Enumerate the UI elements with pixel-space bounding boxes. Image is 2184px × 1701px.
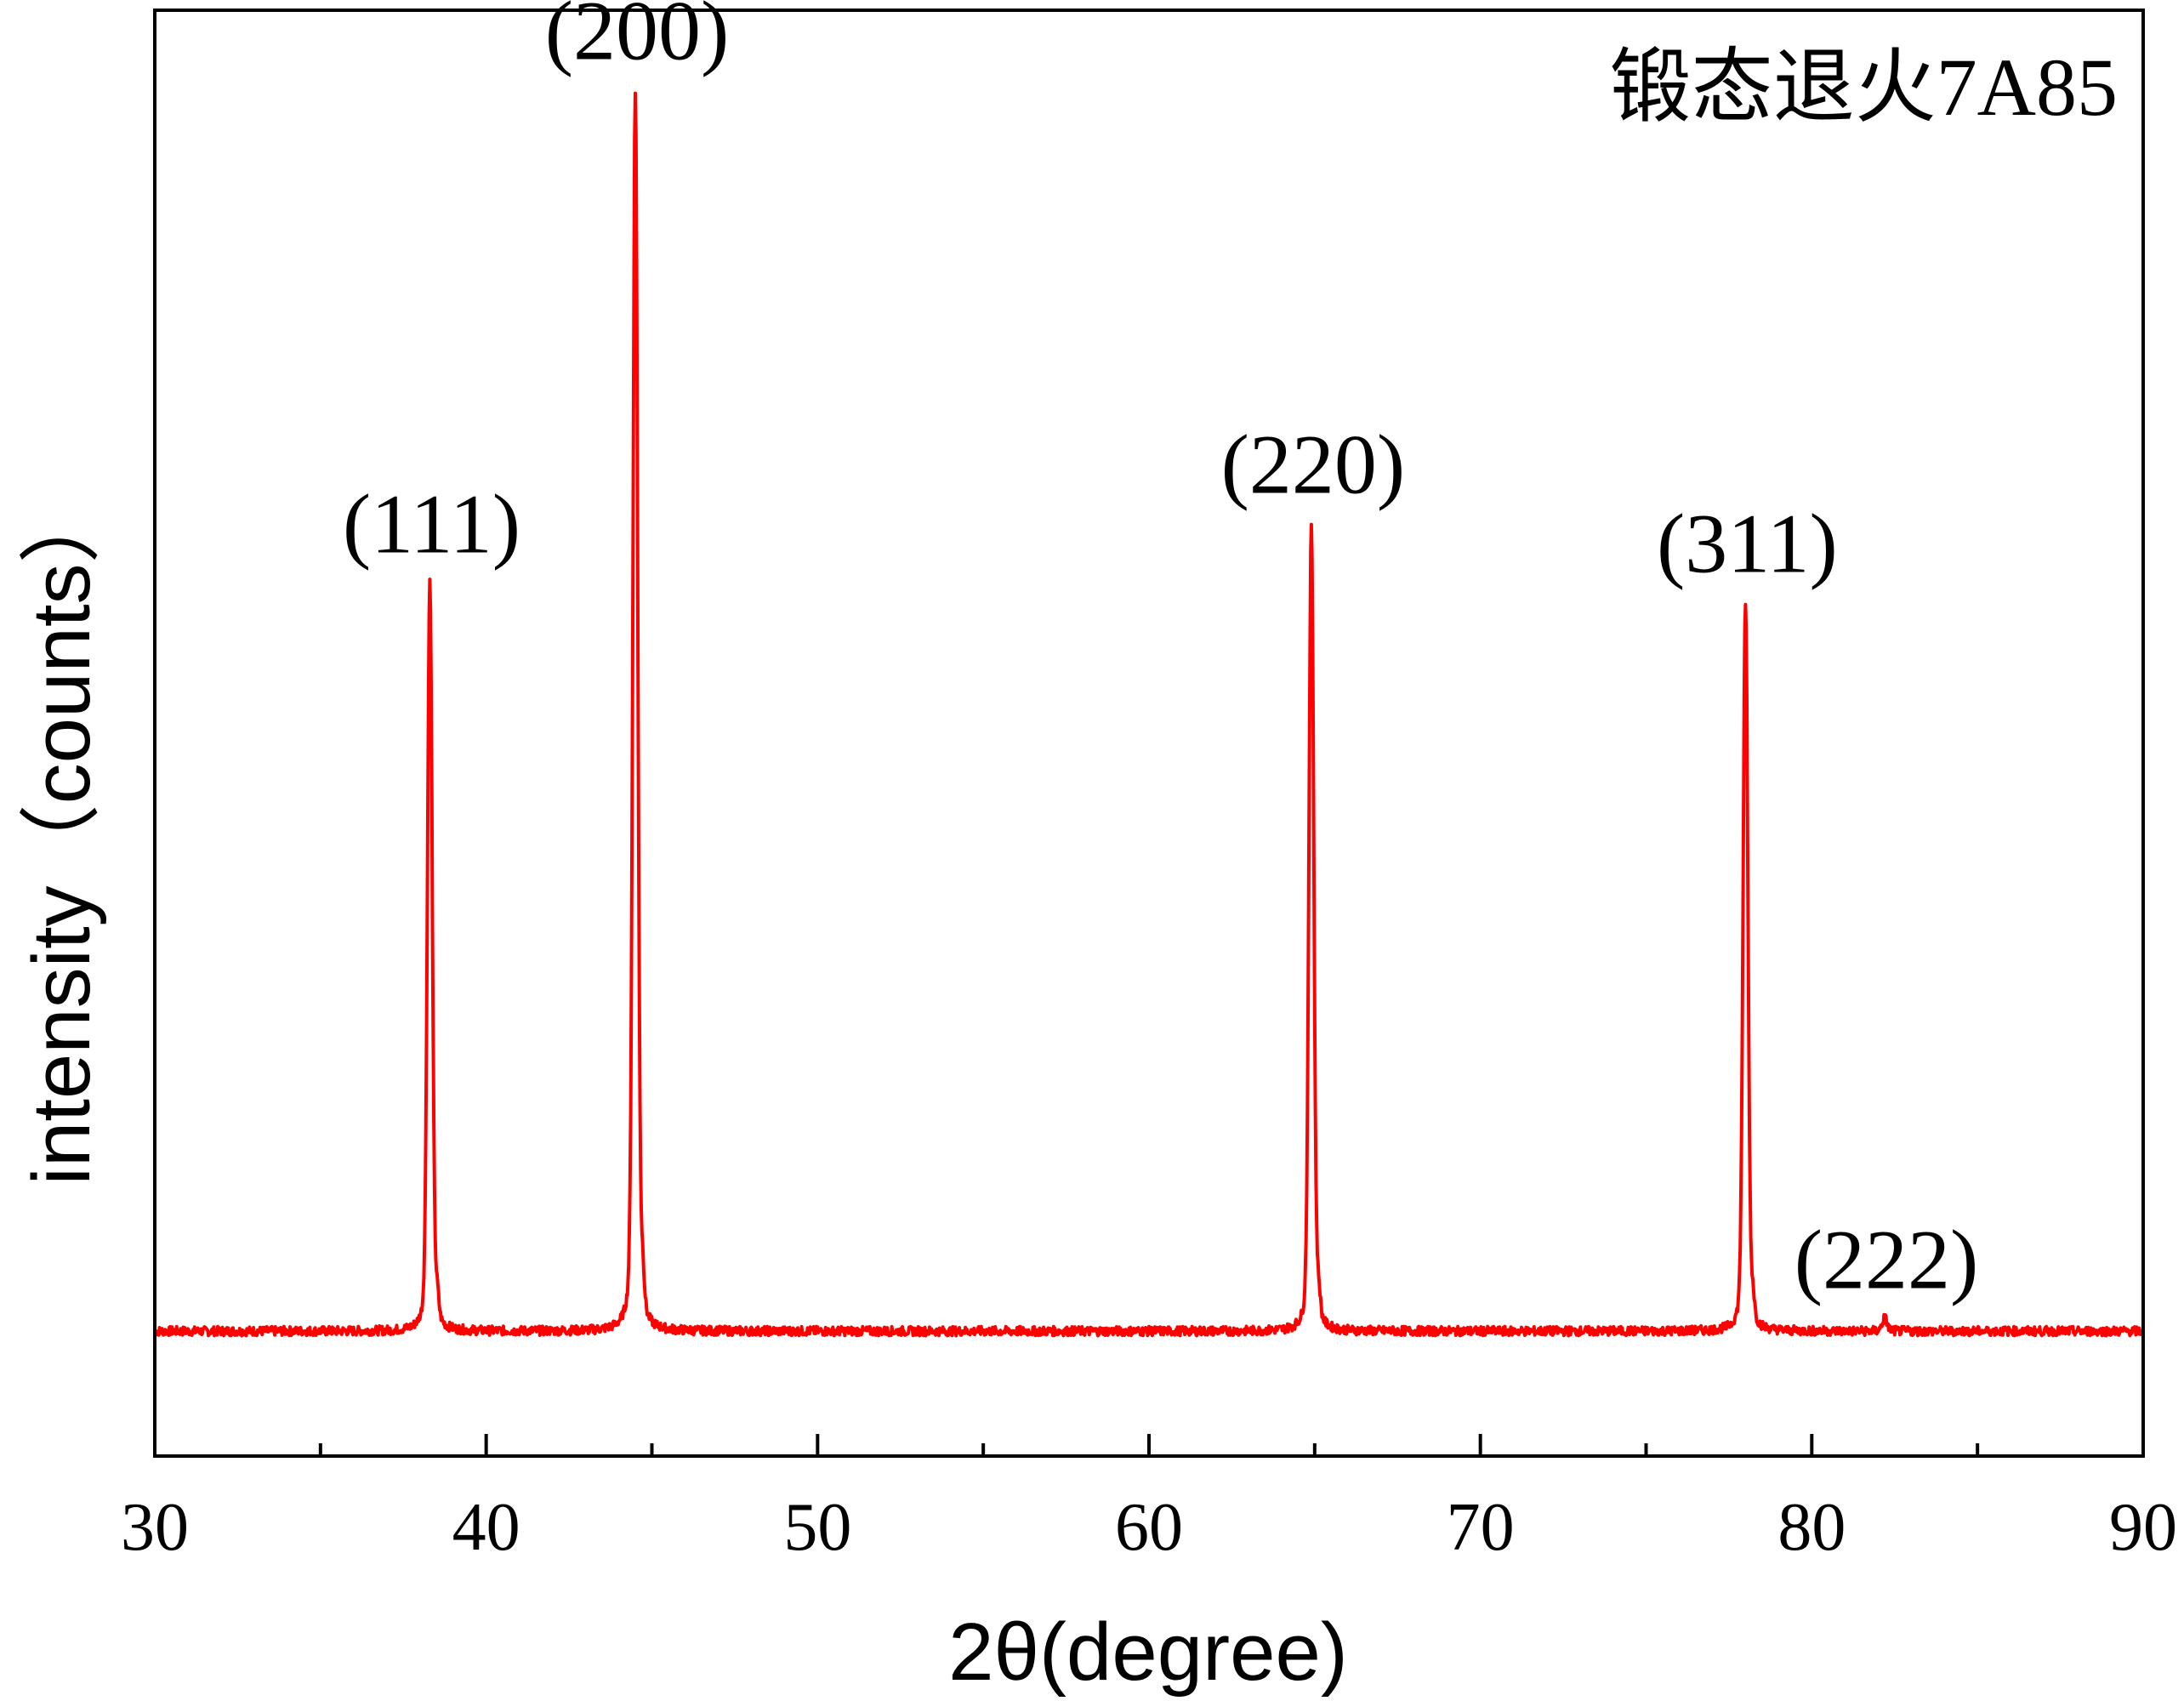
peak-label: (111) xyxy=(343,476,520,571)
peak-label: (222) xyxy=(1794,1213,1979,1307)
peak-label: (311) xyxy=(1657,496,1838,590)
x-tick-label: 40 xyxy=(452,1490,520,1565)
x-tick-label: 80 xyxy=(1777,1490,1846,1565)
x-axis-title: 2θ(degree) xyxy=(948,1607,1348,1697)
x-tick-label: 60 xyxy=(1115,1490,1183,1565)
sample-label: 锻态退火7A85 xyxy=(1610,42,2118,133)
plot-area xyxy=(155,10,2143,1456)
peak-label: (220) xyxy=(1221,418,1406,512)
x-tick-label: 30 xyxy=(121,1490,189,1565)
x-axis: 30 40 50 60 70 80 90 xyxy=(121,1434,2177,1565)
series-layer xyxy=(153,91,2145,1338)
y-axis-title: intensity（counts） xyxy=(16,481,107,1185)
peak-labels: (111) (200) (220) (311) (222) xyxy=(343,0,1979,1307)
series-line xyxy=(153,91,2145,1338)
x-tick-label: 70 xyxy=(1447,1490,1515,1565)
x-tick-label: 90 xyxy=(2109,1490,2177,1565)
peak-label: (200) xyxy=(545,0,730,78)
x-tick-label: 50 xyxy=(783,1490,851,1565)
plot-background xyxy=(155,10,2143,1456)
